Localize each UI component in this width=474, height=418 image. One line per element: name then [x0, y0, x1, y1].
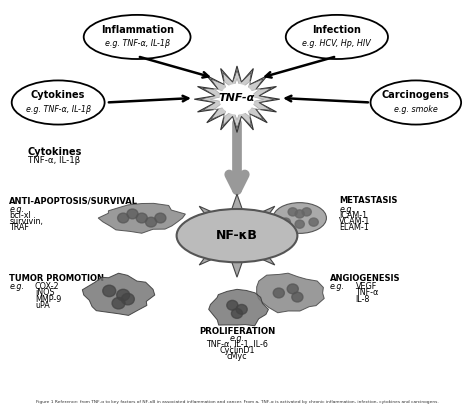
Text: e.g.: e.g. [330, 282, 345, 291]
Text: NF-κB: NF-κB [216, 229, 258, 242]
Circle shape [118, 213, 129, 223]
Text: e.g. smoke: e.g. smoke [394, 104, 438, 114]
Circle shape [292, 292, 303, 302]
Text: Figure 1 Reference: from TNF-α to key factors of NF-κB in associated inflammatio: Figure 1 Reference: from TNF-α to key fa… [36, 400, 438, 404]
Circle shape [273, 288, 284, 298]
Circle shape [288, 208, 297, 216]
Text: e.g.: e.g. [9, 204, 24, 214]
Text: Carcinogens: Carcinogens [382, 90, 450, 100]
Text: Cytokines: Cytokines [31, 90, 85, 100]
Text: IL-8: IL-8 [356, 295, 370, 303]
Text: TUMOR PROMOTION: TUMOR PROMOTION [9, 274, 104, 283]
Circle shape [121, 293, 134, 305]
Circle shape [236, 304, 247, 314]
Text: ANTI-APOPTOSIS/SURVIVAL: ANTI-APOPTOSIS/SURVIVAL [9, 196, 138, 205]
Text: bcl-xl: bcl-xl [9, 211, 31, 220]
Text: TNF-α: TNF-α [356, 288, 379, 298]
Circle shape [295, 220, 304, 228]
Polygon shape [183, 224, 237, 247]
Text: ELAM-1: ELAM-1 [339, 223, 369, 232]
Text: TNF-α, IL-1β: TNF-α, IL-1β [28, 156, 80, 165]
Circle shape [127, 209, 138, 219]
Text: VEGF: VEGF [356, 282, 377, 291]
Text: uPA: uPA [35, 301, 50, 310]
Circle shape [103, 285, 116, 297]
Polygon shape [194, 66, 280, 133]
Polygon shape [82, 273, 155, 316]
Polygon shape [98, 203, 185, 233]
Text: TNF-α, IL-1, IL-6: TNF-α, IL-1, IL-6 [206, 340, 268, 349]
Text: TRAF: TRAF [9, 223, 29, 232]
Circle shape [231, 308, 243, 319]
Text: Inflammation: Inflammation [100, 25, 173, 35]
Polygon shape [237, 224, 291, 247]
Polygon shape [200, 70, 274, 128]
Circle shape [295, 210, 304, 218]
Polygon shape [199, 228, 247, 265]
Ellipse shape [371, 80, 461, 125]
Text: ANGIOGENESIS: ANGIOGENESIS [330, 274, 401, 283]
Polygon shape [223, 236, 251, 277]
Circle shape [302, 208, 311, 216]
Circle shape [155, 213, 166, 223]
Polygon shape [223, 194, 251, 236]
Circle shape [136, 213, 147, 223]
Text: PROLIFERATION: PROLIFERATION [199, 326, 275, 336]
Text: ICAM-1: ICAM-1 [339, 211, 367, 220]
Polygon shape [256, 273, 324, 313]
Circle shape [117, 289, 130, 301]
Circle shape [281, 218, 291, 226]
Text: survivin,: survivin, [9, 217, 43, 226]
Text: METASTASIS: METASTASIS [339, 196, 398, 205]
Text: e.g.: e.g. [339, 204, 354, 214]
Text: MMP-9: MMP-9 [35, 295, 61, 303]
Text: CyclinD1: CyclinD1 [219, 346, 255, 355]
Text: Infection: Infection [312, 25, 361, 35]
Polygon shape [210, 78, 264, 120]
Text: e.g.: e.g. [229, 334, 245, 343]
Polygon shape [209, 289, 268, 326]
Text: Cytokines: Cytokines [28, 148, 82, 158]
Text: cMyc: cMyc [227, 352, 247, 362]
Ellipse shape [177, 209, 297, 262]
Ellipse shape [12, 80, 105, 125]
Circle shape [227, 301, 238, 310]
Ellipse shape [273, 203, 327, 233]
Text: e.g. TNF-α, IL-1β: e.g. TNF-α, IL-1β [105, 39, 170, 48]
Circle shape [220, 84, 254, 114]
Text: e.g. HCV, Hp, HIV: e.g. HCV, Hp, HIV [302, 39, 371, 48]
Circle shape [309, 218, 319, 226]
Text: iNOS: iNOS [35, 288, 55, 298]
Text: VCAM-1: VCAM-1 [339, 217, 371, 226]
Text: TNF-α: TNF-α [219, 92, 255, 102]
Text: e.g.: e.g. [9, 282, 24, 291]
Ellipse shape [286, 15, 388, 59]
Text: COX-2: COX-2 [35, 282, 60, 291]
Circle shape [287, 284, 298, 294]
Text: e.g. TNF-α, IL-1β: e.g. TNF-α, IL-1β [26, 104, 91, 114]
Polygon shape [227, 228, 275, 265]
Circle shape [112, 298, 125, 309]
Polygon shape [227, 206, 275, 244]
Ellipse shape [84, 15, 191, 59]
Circle shape [146, 217, 156, 227]
Polygon shape [199, 206, 247, 244]
